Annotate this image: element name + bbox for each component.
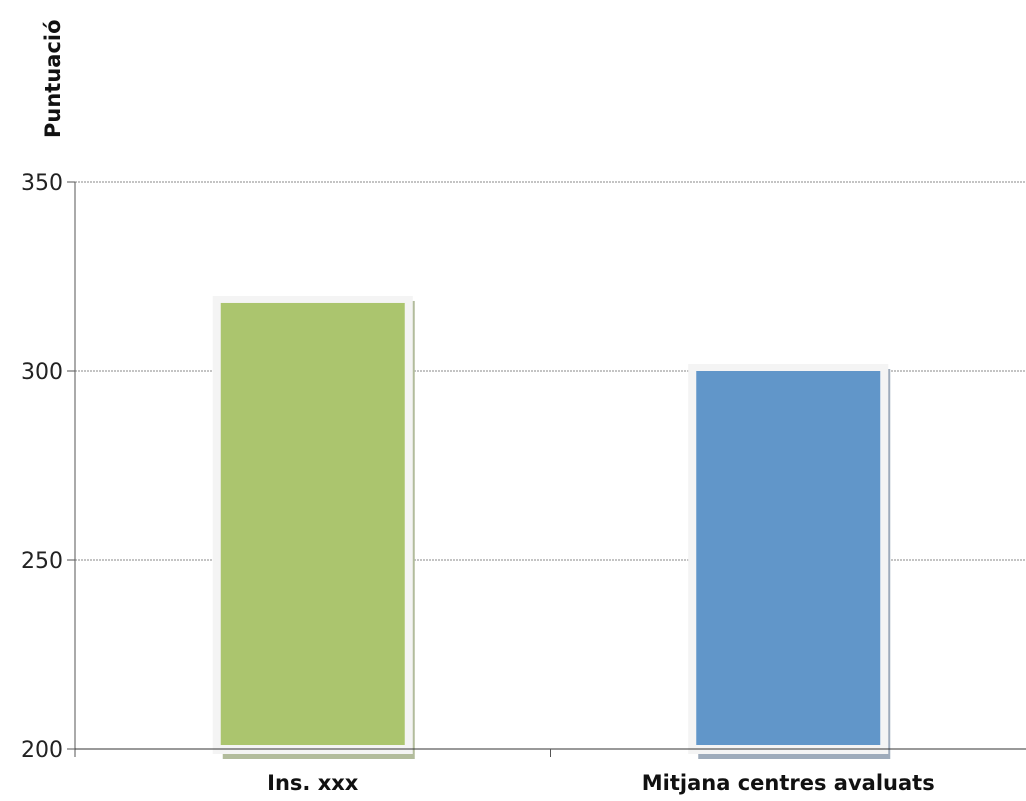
- y-tick-label: 250: [21, 549, 63, 574]
- axes: [67, 181, 1026, 757]
- bar: [696, 371, 881, 745]
- x-category-label: Ins. xxx: [267, 771, 359, 795]
- y-axis-title: Puntuació: [41, 19, 65, 138]
- bars: [212, 295, 891, 759]
- bar: [220, 302, 405, 745]
- y-axis-title-layer: Puntuació: [41, 19, 65, 138]
- y-tick-label: 350: [21, 171, 63, 196]
- y-tick-label: 200: [21, 738, 63, 763]
- y-tick-label: 300: [21, 360, 63, 385]
- axis-labels: 200 250 300 350 Ins. xxx Mitjana centres aval…: [21, 171, 935, 795]
- x-category-label: Mitjana centres avaluats: [642, 771, 935, 795]
